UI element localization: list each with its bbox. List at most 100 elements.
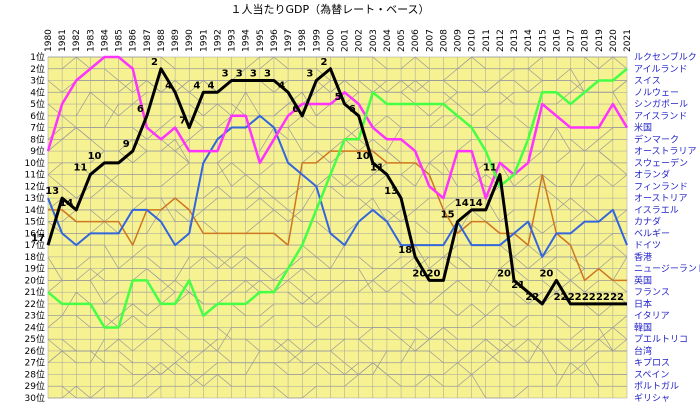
y-tick-label: 20位 xyxy=(25,274,45,286)
background-rank-line xyxy=(47,80,628,117)
background-rank-line xyxy=(47,162,627,199)
background-rank-line xyxy=(47,197,628,234)
background-rank-line xyxy=(47,127,627,164)
y-axis-ticks: 1位2位3位4位5位6位7位8位9位10位11位12位13位14位15位16位1… xyxy=(25,51,45,404)
x-tick-label: 2005 xyxy=(397,29,407,52)
x-tick-label: 2006 xyxy=(411,29,421,52)
right-label: アイルランド xyxy=(634,64,688,75)
background-rank-line xyxy=(48,56,627,70)
x-tick-label: 1982 xyxy=(72,29,82,52)
y-tick-label: 18位 xyxy=(25,251,45,263)
right-label: オランダ xyxy=(634,169,670,181)
data-label: 2 xyxy=(151,57,158,68)
background-rank-line xyxy=(47,280,627,317)
data-label: 2 xyxy=(320,57,327,68)
right-label: ポルトガル xyxy=(634,381,679,392)
x-axis-ticks: 1980 1981 1982 1983 1984 1985 1986 1987 1988 1989… xyxy=(44,29,633,52)
x-tick-label: 2015 xyxy=(538,29,548,52)
right-label: カナダ xyxy=(634,216,661,228)
y-tick-label: 7位 xyxy=(30,122,45,134)
background-rank-line xyxy=(48,162,628,187)
right-label: 香港 xyxy=(634,251,652,263)
y-tick-label: 13位 xyxy=(25,192,45,204)
right-label: スウェーデン xyxy=(634,157,688,169)
background-rank-line xyxy=(48,244,628,270)
background-rank-line xyxy=(48,56,628,140)
data-label: 20 xyxy=(412,268,426,279)
right-label: スイス xyxy=(634,77,661,87)
x-tick-label: 1980 xyxy=(44,29,54,52)
y-tick-label: 29位 xyxy=(25,380,45,392)
x-tick-label: 2001 xyxy=(341,29,351,52)
right-label: ギリシャ xyxy=(634,393,670,404)
x-tick-label: 1993 xyxy=(228,29,238,52)
y-tick-label: 2位 xyxy=(30,63,45,75)
data-label: 11 xyxy=(73,163,87,174)
series-line-3 xyxy=(47,67,628,329)
data-label: 15 xyxy=(441,210,455,221)
x-tick-label: 2014 xyxy=(524,29,534,52)
data-label: 14 xyxy=(469,198,483,209)
x-tick-label: 1997 xyxy=(284,29,294,52)
right-label: ルクセンブルク xyxy=(634,51,697,63)
y-tick-label: 8位 xyxy=(30,133,45,145)
background-rank-line xyxy=(47,315,628,352)
x-tick-label: 1994 xyxy=(242,29,252,52)
right-label: スペイン xyxy=(634,370,669,380)
data-label: 10 xyxy=(88,151,102,162)
data-label: 22 xyxy=(596,292,610,303)
data-label: 4 xyxy=(207,80,214,91)
chart-title: １人当たりGDP（為替レート・ベース） xyxy=(230,2,429,16)
x-tick-label: 1990 xyxy=(185,29,195,52)
x-tick-label: 1988 xyxy=(157,29,167,52)
data-label: 10 xyxy=(356,151,370,162)
background-rank-line xyxy=(48,279,628,317)
x-tick-label: 1991 xyxy=(199,29,209,52)
data-label: 20 xyxy=(426,268,440,279)
y-tick-label: 25位 xyxy=(25,333,45,345)
x-tick-label: 2002 xyxy=(355,29,365,52)
data-label: 18 xyxy=(398,245,412,256)
background-rank-line xyxy=(47,256,627,293)
y-tick-label: 5位 xyxy=(30,98,45,110)
background-rank-line xyxy=(48,326,628,364)
background-rank-line xyxy=(48,233,627,328)
x-tick-label: 1992 xyxy=(213,29,223,52)
right-label: イスラエル xyxy=(634,205,679,216)
x-tick-label: 1989 xyxy=(171,29,181,52)
data-label: 13 xyxy=(384,186,398,197)
x-tick-label: 2008 xyxy=(439,29,449,52)
data-label: 6 xyxy=(349,104,356,115)
right-label: 英国 xyxy=(634,274,652,286)
y-tick-label: 23位 xyxy=(25,310,45,322)
x-tick-label: 2011 xyxy=(482,29,492,52)
data-label: 14 xyxy=(455,198,469,209)
y-tick-label: 24位 xyxy=(25,321,45,333)
x-tick-label: 1983 xyxy=(86,29,96,52)
x-tick-label: 2000 xyxy=(326,29,336,52)
data-label: 22 xyxy=(582,292,596,303)
x-tick-label: 1998 xyxy=(298,29,308,52)
right-label: ベルギー xyxy=(634,228,670,239)
background-rank-line xyxy=(48,362,627,399)
x-tick-label: 2003 xyxy=(369,29,379,52)
y-tick-label: 4位 xyxy=(30,86,45,98)
y-tick-label: 1位 xyxy=(30,51,45,63)
x-tick-label: 1981 xyxy=(58,29,68,52)
series-line-1 xyxy=(46,67,627,306)
data-label: 6 xyxy=(137,104,144,115)
right-label: イタリア xyxy=(634,311,670,322)
y-tick-label: 28位 xyxy=(25,368,45,380)
right-label: ニュージーランド xyxy=(634,264,700,275)
x-tick-label: 2004 xyxy=(383,29,393,52)
right-label: フランス xyxy=(634,287,670,298)
right-label: ノルウェー xyxy=(634,87,679,98)
x-tick-label: 1996 xyxy=(270,29,280,52)
data-label: 13 xyxy=(45,186,59,197)
data-label: 22 xyxy=(610,292,624,303)
right-label: オーストリア xyxy=(634,193,688,204)
data-label: 22 xyxy=(525,292,539,303)
right-label: ドイツ xyxy=(634,241,661,251)
